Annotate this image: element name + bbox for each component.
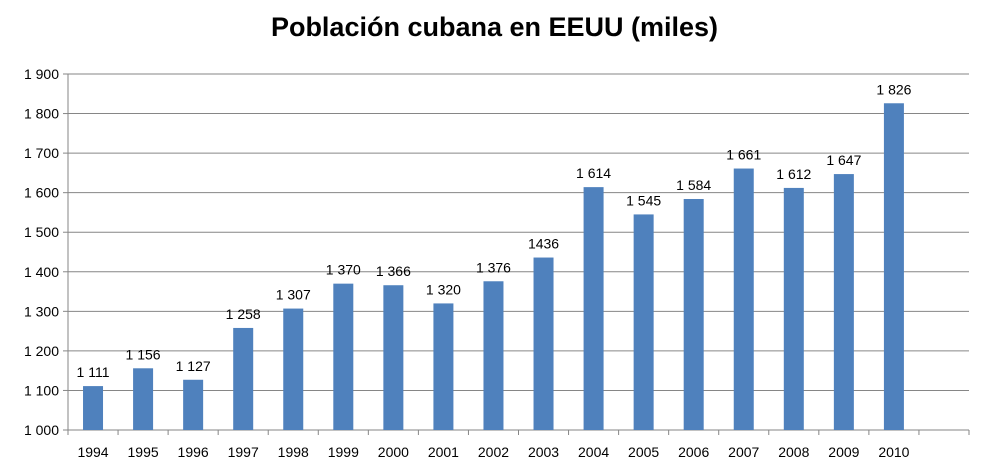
x-tick-label: 2005 [628,444,659,460]
y-tick-label: 1 500 [24,224,59,240]
x-tick-label: 1996 [178,444,209,460]
bar [433,303,454,430]
x-tick-label: 1994 [77,444,108,460]
data-label: 1 156 [126,346,161,362]
y-tick-label: 1 800 [24,106,59,122]
bar [833,174,854,430]
data-label: 1436 [528,236,559,252]
x-tick-label: 2003 [528,444,559,460]
data-label: 1 647 [826,152,861,168]
x-tick-label: 1998 [278,444,309,460]
x-tick-label: 2008 [778,444,809,460]
bar [733,168,754,430]
bar [583,187,604,430]
x-tick-label: 1999 [328,444,359,460]
bar [783,187,804,430]
bar [533,257,554,430]
bar [483,281,504,430]
data-label: 1 370 [326,262,361,278]
data-label: 1 661 [726,147,761,163]
x-tick-label: 2000 [378,444,409,460]
bar [233,327,254,430]
y-tick-label: 1 700 [24,145,59,161]
y-tick-label: 1 900 [24,66,59,82]
x-tick-label: 2009 [828,444,859,460]
data-label: 1 258 [226,306,261,322]
x-tick-label: 1995 [128,444,159,460]
bar [333,283,354,430]
x-tick-label: 2007 [728,444,759,460]
data-label: 1 320 [426,281,461,297]
data-label: 1 307 [276,287,311,303]
data-label: 1 376 [476,259,511,275]
bar [283,308,304,430]
data-label: 1 584 [676,177,711,193]
data-label: 1 826 [876,81,911,97]
bar [683,198,704,430]
y-tick-label: 1 000 [24,422,59,438]
x-tick-label: 2004 [578,444,609,460]
bar [83,386,104,430]
bar [633,214,654,430]
data-label: 1 127 [176,358,211,374]
bar [883,103,904,430]
y-tick-label: 1 200 [24,343,59,359]
x-tick-label: 2001 [428,444,459,460]
data-label: 1 366 [376,263,411,279]
x-tick-label: 2006 [678,444,709,460]
y-tick-label: 1 600 [24,185,59,201]
data-label: 1 111 [77,364,110,380]
y-tick-label: 1 300 [24,303,59,319]
x-tick-label: 2010 [878,444,909,460]
x-tick-label: 1997 [228,444,259,460]
data-label: 1 612 [776,166,811,182]
x-tick-label: 2002 [478,444,509,460]
chart-title: Población cubana en EEUU (miles) [270,12,719,42]
data-label: 1 614 [576,165,611,181]
bar [183,379,204,430]
y-tick-label: 1 100 [24,382,59,398]
bar [133,368,154,430]
data-label: 1 545 [626,192,661,208]
bar [383,285,404,430]
y-tick-label: 1 400 [24,264,59,280]
